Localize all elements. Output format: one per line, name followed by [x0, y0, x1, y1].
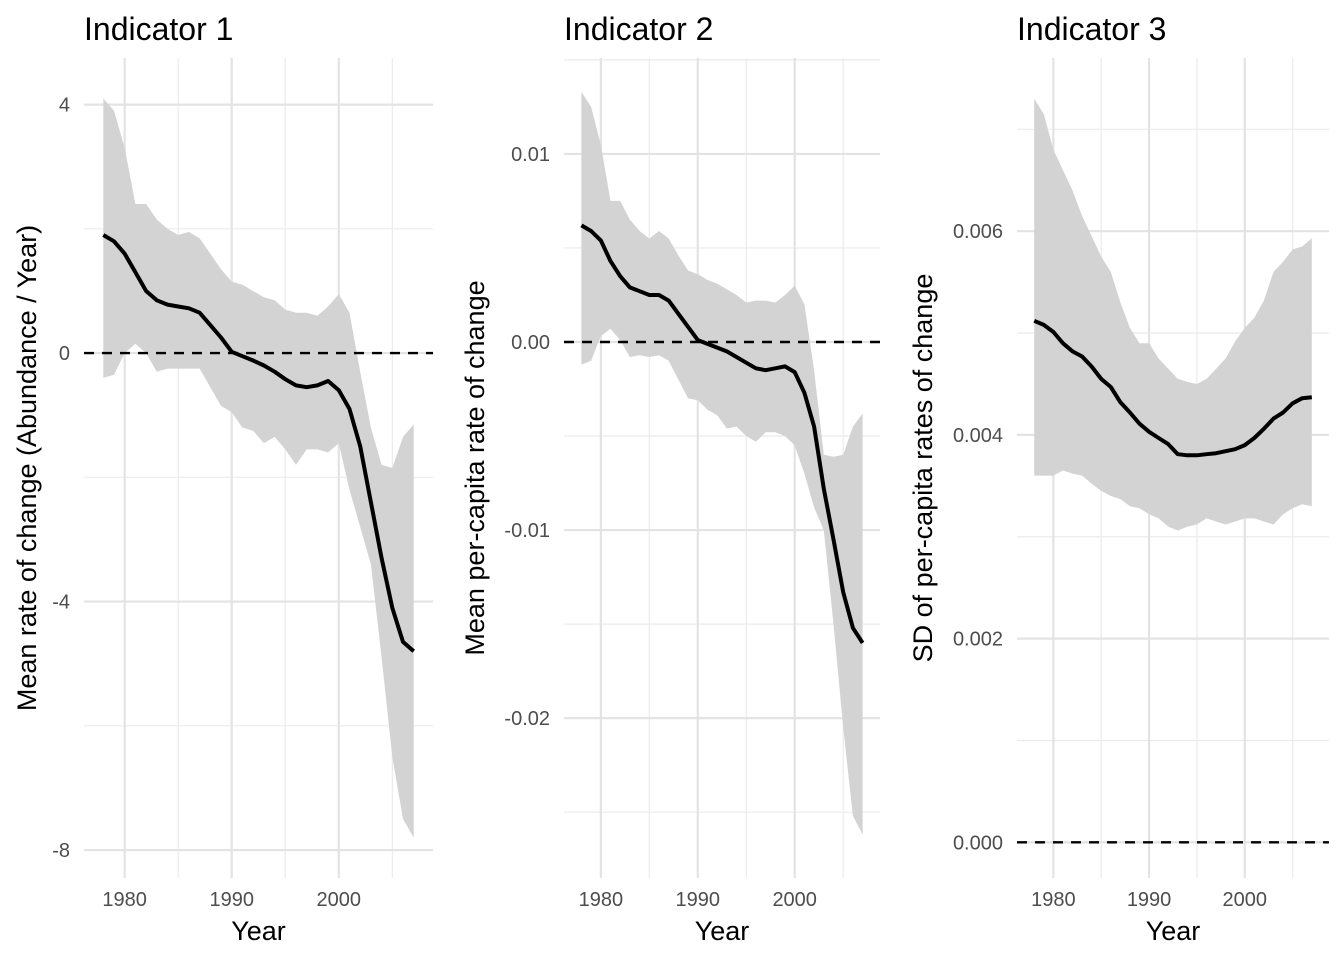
- x-axis-title: Year: [231, 916, 286, 946]
- y-tick-label: -0.02: [504, 708, 550, 730]
- panel-1: -8 -4 0 4 1980 1990 2000 Indicator 1 Year Mean ra…: [12, 11, 433, 946]
- confidence-band: [581, 91, 863, 835]
- confidence-band: [1034, 98, 1312, 531]
- y-tick-label: 0.004: [953, 425, 1003, 447]
- y-tick-label: -4: [52, 592, 70, 614]
- y-axis-title: Mean rate of change (Abundance / Year): [12, 225, 42, 711]
- y-tick-label: -0.01: [504, 520, 550, 542]
- x-tick-label: 1990: [1127, 889, 1172, 911]
- x-tick-label: 2000: [317, 889, 362, 911]
- x-axis-title: Year: [695, 916, 750, 946]
- y-tick-label: 0: [59, 343, 70, 365]
- x-tick-label: 2000: [772, 889, 817, 911]
- y-tick-label: 0.006: [953, 221, 1003, 243]
- mean-line: [102, 233, 416, 653]
- x-tick-label: 1990: [209, 889, 254, 911]
- y-tick-label: 0.000: [953, 832, 1003, 854]
- mean-line: [1033, 318, 1313, 458]
- x-axis-title: Year: [1146, 916, 1201, 946]
- y-tick-label: 0.00: [511, 332, 550, 354]
- panel-3: 0.000 0.002 0.004 0.006 1980 1990 2000 Indicato…: [908, 11, 1329, 946]
- x-tick-label: 1980: [102, 889, 147, 911]
- y-tick-label: 4: [59, 95, 70, 117]
- panel-title: Indicator 1: [84, 11, 233, 47]
- x-tick-label: 2000: [1223, 889, 1268, 911]
- x-tick-label: 1980: [579, 889, 624, 911]
- y-tick-label: -8: [52, 840, 70, 862]
- x-tick-label: 1990: [676, 889, 721, 911]
- x-tick-label: 1980: [1031, 889, 1076, 911]
- panel-2: -0.02 -0.01 0.00 0.01 1980 1990 2000 Indicator …: [460, 11, 880, 946]
- confidence-band: [103, 98, 414, 838]
- y-axis-title: Mean per-capita rate of change: [460, 280, 490, 655]
- y-axis-title: SD of per-capita rates of change: [908, 274, 938, 663]
- panel-title: Indicator 2: [564, 11, 713, 47]
- panel-title: Indicator 3: [1017, 11, 1166, 47]
- y-tick-label: 0.002: [953, 629, 1003, 651]
- y-tick-label: 0.01: [511, 144, 550, 166]
- mean-line: [580, 223, 865, 644]
